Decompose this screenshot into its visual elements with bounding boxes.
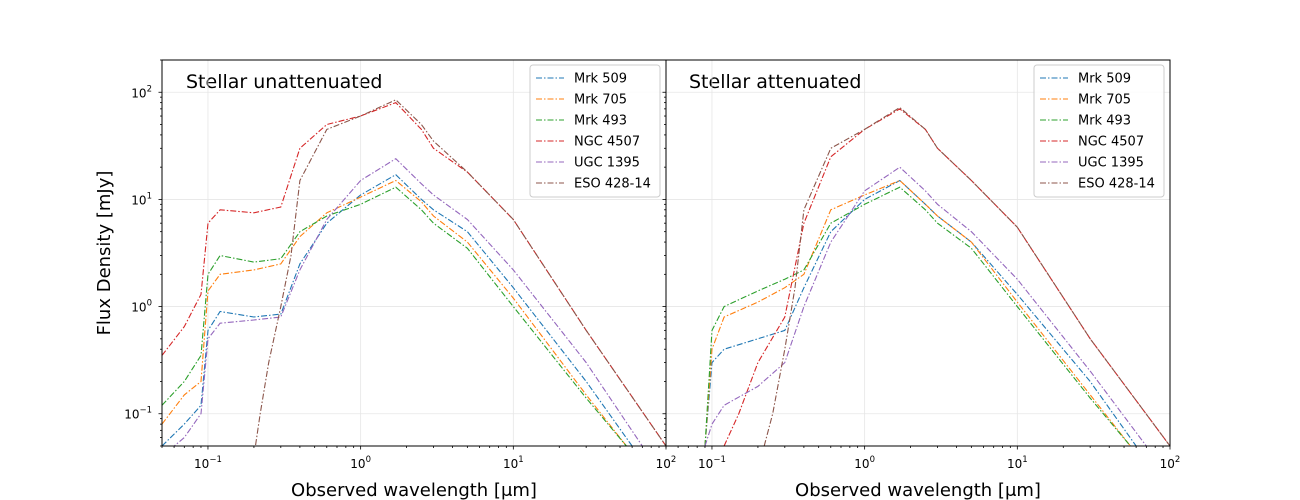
- legend-label-eso-428-14: ESO 428-14: [574, 177, 651, 192]
- panel-attenuated: Stellar attenuated Observed wavelength […: [662, 59, 1181, 500]
- series-line-mrk-705: [162, 179, 627, 446]
- y-axis-label: Flux Density [mJy]: [94, 171, 115, 336]
- legend-label-mrk-509: Mrk 509: [1078, 72, 1131, 87]
- axes-frame-attenuated: [665, 59, 1171, 447]
- legend-unattenuated: Mrk 509 Mrk 705 Mrk 493 NGC 4507 UGC 1395 ESO…: [529, 64, 661, 198]
- series-line-mrk-493: [704, 186, 1131, 446]
- panel-title-attenuated: Stellar attenuated: [689, 71, 861, 93]
- panel-title-unattenuated: Stellar unattenuated: [186, 71, 383, 93]
- legend-label-mrk-493: Mrk 493: [1078, 114, 1131, 129]
- legend-attenuated: Mrk 509 Mrk 705 Mrk 493 NGC 4507 UGC 1395 ESO…: [1033, 64, 1165, 198]
- x-tick-label: 10−1: [698, 455, 726, 471]
- legend-label-ngc-4507: NGC 4507: [1078, 135, 1144, 150]
- ticks-attenuated: 10−1 100 101 102: [662, 59, 1181, 471]
- y-tick-label: 101: [131, 191, 152, 207]
- panel-unattenuated: Stellar unattenuated Observed wavelength…: [124, 59, 677, 500]
- series-line-ugc-1395: [173, 158, 643, 446]
- x-tick-label: 102: [656, 455, 677, 471]
- series-line-mrk-509: [162, 174, 633, 446]
- legend-box: [1033, 64, 1165, 198]
- x-tick-label: 102: [1160, 455, 1181, 471]
- x-axis-label-unattenuated: Observed wavelength [μm]: [291, 480, 537, 500]
- x-tick-label: 100: [350, 455, 371, 471]
- legend-label-ugc-1395: UGC 1395: [1078, 156, 1144, 171]
- series-group-unattenuated: [162, 99, 666, 446]
- legend-label-mrk-705: Mrk 705: [1078, 93, 1131, 108]
- legend-label-mrk-705: Mrk 705: [574, 93, 627, 108]
- series-line-eso-428-14: [763, 106, 1170, 446]
- legend-box: [529, 64, 661, 198]
- grid-unattenuated: [162, 60, 666, 446]
- x-tick-label: 101: [1007, 455, 1028, 471]
- legend-label-ngc-4507: NGC 4507: [574, 135, 640, 150]
- legend-label-ugc-1395: UGC 1395: [574, 156, 640, 171]
- series-line-ngc-4507: [162, 101, 666, 446]
- x-tick-label: 100: [854, 455, 875, 471]
- legend-label-eso-428-14: ESO 428-14: [1078, 177, 1155, 192]
- legend-label-mrk-493: Mrk 493: [574, 114, 627, 129]
- y-tick-label: 102: [131, 84, 152, 100]
- y-tick-label: 10−1: [124, 406, 152, 422]
- series-line-ugc-1395: [704, 166, 1147, 446]
- series-line-eso-428-14: [254, 99, 666, 446]
- series-line-mrk-493: [162, 186, 627, 446]
- series-group-attenuated: [704, 106, 1170, 446]
- y-tick-label: 100: [131, 299, 152, 315]
- x-tick-label: 101: [503, 455, 524, 471]
- grid-attenuated: [666, 60, 1170, 446]
- legend-label-mrk-509: Mrk 509: [574, 72, 627, 87]
- x-tick-label: 10−1: [194, 455, 222, 471]
- series-line-mrk-705: [704, 179, 1131, 446]
- series-line-mrk-509: [704, 179, 1137, 446]
- ticks-unattenuated: 10−1 100 101 102 10−1 100 101 102: [124, 59, 677, 471]
- x-axis-label-attenuated: Observed wavelength [μm]: [795, 480, 1041, 500]
